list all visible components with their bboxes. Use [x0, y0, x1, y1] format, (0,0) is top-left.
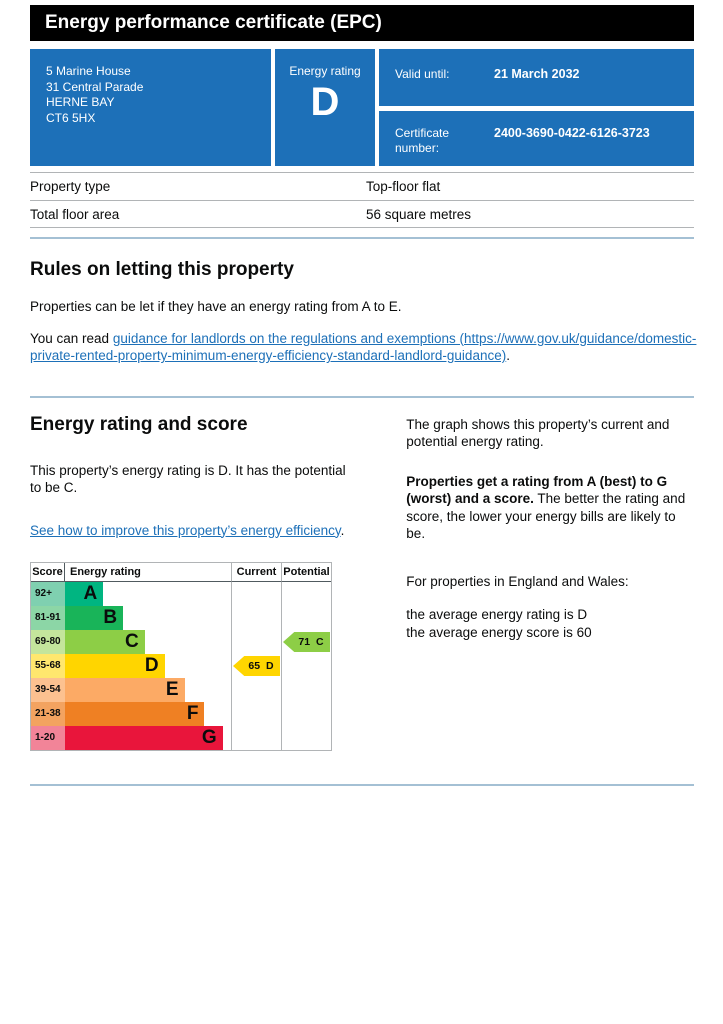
section-divider: [30, 395, 694, 398]
score-range-g: 1-20: [31, 726, 65, 750]
energy-rating-label: Energy rating: [289, 64, 361, 78]
band-bar-cell: A: [65, 582, 231, 606]
epc-rating-chart: Score Energy rating Current Potential 92…: [30, 562, 332, 751]
score-range-e: 39-54: [31, 678, 65, 702]
property-type-value: Top-floor flat: [366, 179, 441, 194]
guidance-suffix: .: [506, 348, 510, 363]
floor-area-value: 56 square metres: [366, 207, 472, 222]
property-address: 5 Marine House 31 Central Parade HERNE B…: [30, 49, 271, 166]
guidance-prefix: You can read: [30, 330, 113, 346]
section-divider: [30, 784, 694, 786]
rating-summary-text: This property’s energy rating is D. It h…: [30, 462, 346, 496]
property-facts-table: Property type Top-floor flat Total floor…: [30, 172, 694, 228]
energy-rating-cell: Energy rating D: [275, 49, 375, 166]
valid-until-row: Valid until: 21 March 2032: [379, 49, 694, 106]
band-e-bar: E: [65, 678, 185, 702]
band-g-bar: G: [65, 726, 223, 750]
table-row: Property type Top-floor flat: [30, 172, 694, 200]
landlord-guidance-link[interactable]: guidance for landlords on the regulation…: [30, 330, 697, 364]
score-range-c: 69-80: [31, 630, 65, 654]
rating-explanation-rest: The better the rating and score, the low…: [406, 491, 686, 541]
graph-description-text: The graph shows this property’s current …: [406, 416, 670, 450]
improve-paragraph: See how to improve this property’s energ…: [30, 522, 346, 540]
floor-area-label: Total floor area: [30, 207, 120, 222]
table-row: Total floor area 56 square metres: [30, 200, 694, 228]
address-line-2: 31 Central Parade: [46, 79, 144, 94]
band-a-bar: A: [65, 582, 104, 606]
divider: [375, 49, 379, 166]
section-divider: [30, 237, 694, 239]
potential-rating-column: 71 C: [281, 582, 331, 750]
current-letter: D: [266, 660, 274, 672]
average-rating-text: the average energy rating is D the avera…: [406, 606, 694, 641]
divider: [271, 49, 275, 166]
score-range-d: 55-68: [31, 654, 65, 678]
chart-header-potential: Potential: [281, 563, 331, 582]
current-arrow: 65 D: [233, 656, 280, 676]
chart-header-score: Score: [31, 563, 65, 582]
energy-rating-value: D: [310, 80, 340, 124]
certificate-number-value: 2400-3690-0422-6126-3723: [494, 126, 650, 140]
address-line-4: CT6 5HX: [46, 110, 96, 125]
current-score: 65: [248, 660, 261, 672]
average-score-line: the average energy score is 60: [406, 624, 592, 640]
chart-header-current: Current: [231, 563, 281, 582]
rating-explanation-bold: Properties get a rating from A (best) to…: [406, 473, 668, 507]
potential-score: 71: [298, 636, 311, 648]
band-bar-cell: C: [65, 630, 231, 654]
certificate-number-label: Certificate number:: [395, 126, 450, 155]
potential-letter: C: [316, 636, 324, 648]
improve-suffix: .: [340, 522, 345, 538]
england-wales-intro: For properties in England and Wales:: [406, 573, 629, 589]
band-bar-cell: G: [65, 726, 231, 750]
certificate-summary-panel: 5 Marine House 31 Central Parade HERNE B…: [30, 49, 694, 166]
page-title: Energy performance certificate (EPC): [30, 5, 694, 41]
rating-explanation-text: Properties get a rating from A (best) to…: [406, 473, 694, 543]
average-rating-line: the average energy rating is D: [406, 607, 588, 622]
score-range-b: 81-91: [31, 606, 65, 630]
band-bar-cell: B: [65, 606, 231, 630]
rating-section-heading: Energy rating and score: [30, 413, 248, 435]
address-line-1: 5 Marine House: [46, 64, 131, 78]
valid-until-value: 21 March 2032: [494, 67, 580, 81]
valid-until-label: Valid until:: [395, 67, 450, 81]
address-line-3: HERNE BAY: [46, 95, 115, 109]
chart-header-energy-rating: Energy rating: [65, 563, 231, 582]
improve-efficiency-link[interactable]: See how to improve this property’s energ…: [30, 522, 341, 538]
current-rating-column: 65 D: [231, 582, 281, 750]
band-c-bar: C: [65, 630, 145, 654]
band-b-bar: B: [65, 606, 124, 630]
score-range-f: 21-38: [31, 702, 65, 726]
band-d-bar: D: [65, 654, 165, 678]
letting-rule-text: Properties can be let if they have an en…: [30, 299, 402, 314]
guidance-paragraph: You can read guidance for landlords on t…: [30, 330, 700, 365]
band-bar-cell: F: [65, 702, 231, 726]
potential-arrow: 71 C: [283, 632, 330, 652]
band-bar-cell: E: [65, 678, 231, 702]
band-f-bar: F: [65, 702, 205, 726]
certificate-number-row: Certificate number: 2400-3690-0422-6126-…: [379, 111, 694, 166]
rules-section-heading: Rules on letting this property: [30, 259, 294, 280]
score-range-a: 92+: [31, 582, 65, 606]
property-type-label: Property type: [30, 179, 111, 194]
band-bar-cell: D: [65, 654, 231, 678]
